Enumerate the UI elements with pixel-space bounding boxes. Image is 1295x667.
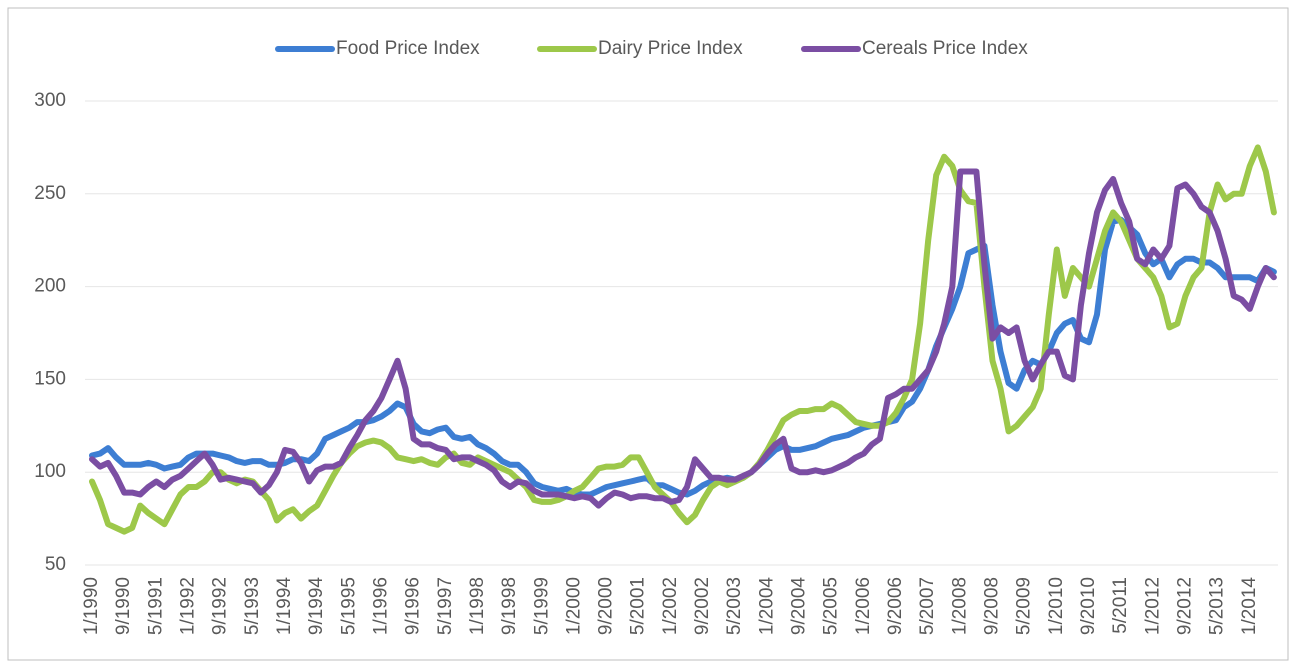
x-tick-label: 5/1991 (145, 577, 166, 635)
legend-label: Food Price Index (336, 38, 480, 59)
y-tick-label: 200 (34, 276, 66, 297)
x-tick-label: 1/1998 (467, 577, 488, 635)
x-tick-label: 5/1997 (435, 577, 456, 635)
x-tick-label: 5/2001 (628, 577, 649, 635)
x-tick-label: 9/2008 (981, 577, 1002, 635)
x-tick-label: 5/1993 (242, 577, 263, 635)
x-tick-label: 9/1990 (113, 577, 134, 635)
y-tick-label: 250 (34, 183, 66, 204)
x-tick-label: 9/2010 (1078, 577, 1099, 635)
x-tick-label: 9/2000 (596, 577, 617, 635)
chart-frame (7, 7, 1289, 661)
x-tick-label: 1/2012 (1142, 577, 1163, 635)
x-tick-label: 1/1990 (81, 577, 102, 635)
x-tick-label: 1/2008 (949, 577, 970, 635)
x-tick-label: 1/2010 (1046, 577, 1067, 635)
legend-label: Dairy Price Index (598, 38, 743, 59)
x-tick-label: 1/2014 (1239, 577, 1260, 636)
x-tick-label: 9/2002 (692, 577, 713, 635)
x-tick-label: 5/2003 (724, 577, 745, 635)
x-tick-label: 1/2002 (660, 577, 681, 635)
x-tick-label: 5/2013 (1207, 577, 1228, 635)
x-tick-label: 5/1999 (531, 577, 552, 635)
x-tick-label: 1/2006 (853, 577, 874, 635)
x-tick-label: 5/2005 (821, 577, 842, 635)
x-tick-label: 9/1996 (403, 577, 424, 635)
x-tick-label: 1/2004 (756, 577, 777, 636)
x-tick-label: 5/2009 (1014, 577, 1035, 635)
series-line (89, 168, 1277, 509)
x-tick-label: 9/2012 (1174, 577, 1195, 635)
x-tick-label: 1/2000 (563, 577, 584, 635)
x-tick-label: 5/2011 (1110, 577, 1131, 634)
series-line (89, 144, 1277, 535)
x-tick-label: 1/1992 (177, 577, 198, 635)
x-tick-label: 9/1994 (306, 577, 327, 636)
x-tick-label: 5/2007 (917, 577, 938, 635)
y-tick-label: 150 (34, 368, 66, 389)
x-tick-label: 1/1994 (274, 577, 295, 636)
y-tick-label: 50 (45, 554, 66, 575)
x-tick-label: 5/1995 (338, 577, 359, 635)
x-tick-label: 9/2006 (885, 577, 906, 635)
x-tick-label: 9/2004 (789, 577, 810, 636)
x-tick-label: 1/1996 (370, 577, 391, 635)
x-tick-label: 9/1992 (210, 577, 231, 635)
y-tick-label: 300 (34, 90, 66, 111)
legend-label: Cereals Price Index (862, 38, 1028, 59)
x-tick-label: 9/1998 (499, 577, 520, 635)
y-tick-label: 100 (34, 461, 66, 482)
